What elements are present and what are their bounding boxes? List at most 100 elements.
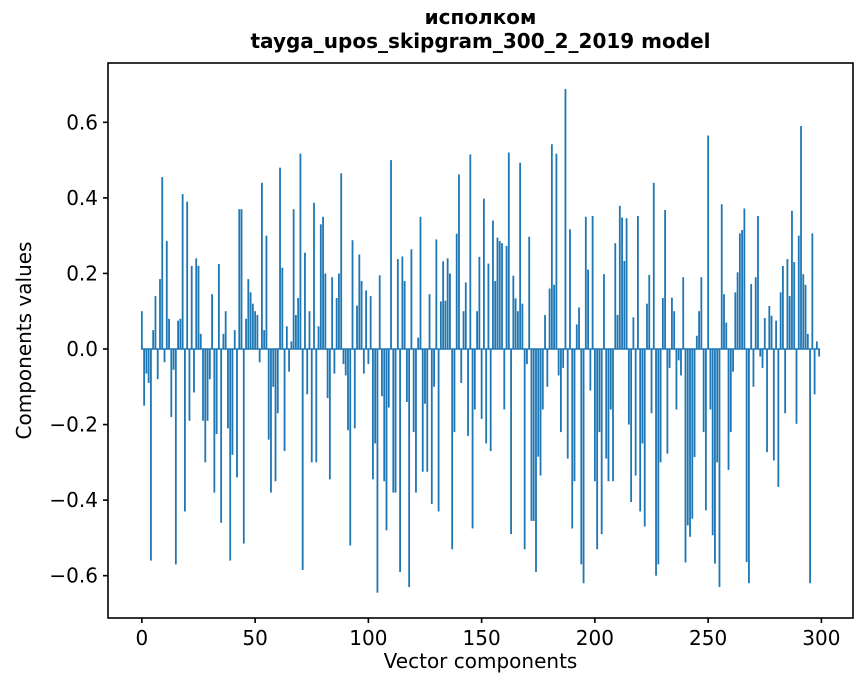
- bar: [208, 349, 211, 380]
- bar: [227, 349, 229, 429]
- bar: [661, 298, 664, 349]
- bar: [304, 252, 306, 349]
- bar: [578, 307, 580, 349]
- bar: [467, 349, 469, 436]
- bar: [630, 349, 633, 503]
- bar: [711, 349, 714, 536]
- bar: [451, 349, 454, 550]
- bar: [768, 305, 771, 349]
- bar: [417, 337, 420, 349]
- bar: [512, 275, 515, 349]
- bar: [750, 284, 753, 349]
- bar: [356, 305, 358, 349]
- bar: [140, 311, 143, 349]
- bar: [600, 349, 603, 535]
- bar: [453, 349, 456, 433]
- bar: [614, 243, 617, 349]
- bar: [285, 326, 288, 349]
- bar: [412, 349, 415, 433]
- bar: [700, 277, 703, 349]
- bar: [150, 349, 152, 561]
- bar: [691, 349, 694, 519]
- bar: [748, 349, 750, 584]
- bar: [643, 349, 646, 527]
- bar: [539, 349, 542, 476]
- x-tick-label: 100: [349, 626, 387, 650]
- bar: [476, 311, 479, 349]
- bar: [433, 349, 435, 387]
- bar: [335, 298, 338, 349]
- bar: [652, 182, 655, 350]
- bar: [489, 349, 492, 452]
- bar: [473, 349, 476, 410]
- bar: [693, 349, 696, 458]
- bar: [272, 349, 275, 387]
- bar: [376, 349, 379, 593]
- bar: [222, 333, 225, 349]
- bar: [482, 198, 485, 349]
- bar: [396, 259, 399, 349]
- bar: [725, 322, 728, 349]
- bar: [507, 152, 510, 349]
- bar: [421, 349, 424, 472]
- bar: [492, 220, 494, 349]
- bar: [702, 349, 705, 433]
- bar: [605, 349, 608, 459]
- bar: [632, 317, 635, 349]
- bar: [315, 349, 318, 463]
- bar: [347, 349, 349, 431]
- bar: [637, 216, 639, 349]
- bar: [718, 349, 721, 588]
- bar: [530, 349, 533, 521]
- bar: [349, 349, 352, 546]
- bar: [231, 349, 234, 455]
- bar: [220, 349, 223, 523]
- bar: [494, 281, 497, 350]
- bar: [573, 349, 576, 482]
- bar: [383, 349, 386, 482]
- y-tick-label: −0.2: [49, 413, 98, 437]
- bar: [199, 333, 202, 349]
- bar: [571, 349, 574, 529]
- bar: [666, 349, 669, 454]
- bar: [206, 349, 209, 421]
- bar: [258, 349, 261, 363]
- bar: [566, 349, 569, 459]
- bar: [648, 274, 651, 349]
- bar: [442, 261, 445, 349]
- bar: [245, 318, 247, 349]
- bar: [623, 260, 626, 349]
- bar: [802, 274, 805, 349]
- bar: [546, 349, 549, 387]
- bar: [249, 292, 252, 349]
- bar: [181, 194, 184, 349]
- bar: [159, 279, 161, 349]
- y-tick-label: 0.4: [66, 186, 98, 210]
- bar: [609, 349, 612, 410]
- bar: [403, 281, 406, 350]
- bar: [772, 349, 775, 461]
- bar: [557, 349, 560, 376]
- bar: [324, 273, 327, 349]
- bar: [754, 277, 757, 349]
- bar: [326, 349, 329, 399]
- bar: [704, 349, 707, 511]
- bar: [732, 349, 734, 372]
- bar: [498, 240, 501, 349]
- bar: [154, 296, 157, 349]
- bar: [569, 229, 571, 350]
- bar: [306, 349, 309, 395]
- chart-title-word: исполком: [425, 5, 537, 29]
- bar: [745, 349, 748, 563]
- bar: [254, 311, 257, 349]
- bar: [408, 349, 411, 588]
- bar: [338, 273, 340, 349]
- bar: [392, 349, 395, 493]
- bar: [516, 311, 519, 349]
- bar: [156, 349, 159, 380]
- bar: [365, 290, 368, 349]
- bar: [541, 349, 544, 410]
- bar: [426, 349, 429, 472]
- bar: [202, 349, 204, 421]
